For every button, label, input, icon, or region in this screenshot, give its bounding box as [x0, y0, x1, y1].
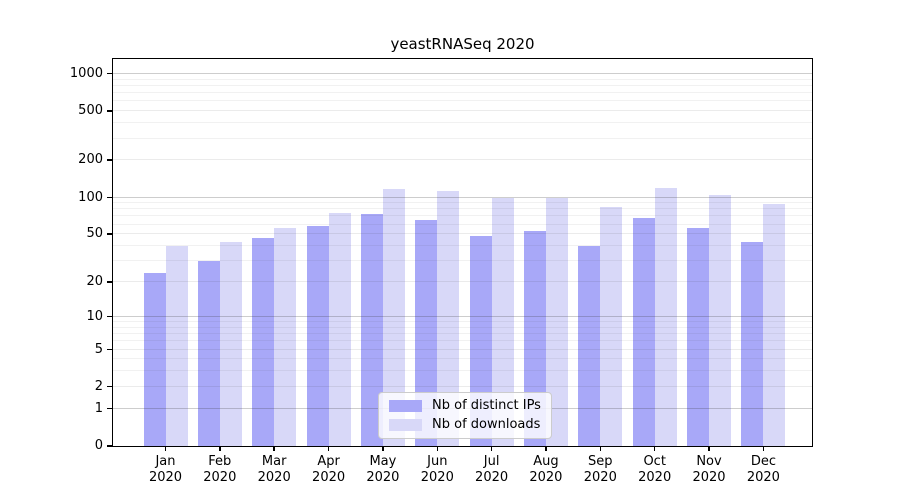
bar-nov-ips [687, 228, 709, 446]
y-tick-mark [107, 445, 113, 447]
y-tick-label: 100 [78, 189, 103, 205]
bar-may-ips [360, 214, 383, 446]
x-tick-mark [273, 446, 275, 451]
bar-apr-ips [306, 226, 329, 446]
y-tick-mark [107, 281, 113, 283]
y-tick-mark [107, 196, 113, 198]
y-tick-mark [107, 159, 113, 161]
x-tick-mark [382, 446, 384, 451]
x-tick-mark [490, 446, 493, 451]
y-tick-mark [107, 110, 113, 112]
legend-label-downloads: Nb of downloads [432, 417, 541, 432]
legend-swatch-downloads-icon [389, 419, 422, 431]
y-tick-label: 1 [94, 400, 103, 416]
y-tick-label: 10 [86, 308, 103, 324]
x-tick-label: Aug 2020 [529, 454, 563, 485]
legend-item-downloads: Nb of downloads [389, 417, 541, 433]
x-tick-mark [219, 446, 221, 451]
y-tick-label: 2 [94, 378, 103, 394]
y-tick-label: 20 [86, 274, 103, 289]
x-tick-label: Mar 2020 [257, 454, 291, 485]
bar-may-downloads [382, 189, 405, 446]
y-tick-mark [107, 233, 113, 235]
bar-jun-downloads [437, 190, 460, 446]
bar-mar-downloads [274, 228, 297, 446]
bar-feb-downloads [219, 242, 242, 446]
x-tick-label: Jan 2020 [148, 454, 183, 485]
x-tick-label: Nov 2020 [692, 454, 726, 485]
x-tick-label: Dec 2020 [746, 454, 780, 485]
y-tick-label: 0 [94, 438, 103, 453]
x-tick-mark [653, 446, 656, 451]
x-tick-mark [545, 446, 547, 451]
x-tick-mark [599, 446, 602, 451]
bar-sep-downloads [600, 206, 623, 446]
x-tick-label: May 2020 [366, 454, 400, 485]
y-tick-label: 500 [78, 103, 103, 119]
bar-dec-ips [741, 242, 764, 446]
y-tick-mark [107, 348, 113, 350]
x-tick-mark [708, 446, 710, 451]
bar-sep-ips [578, 246, 601, 446]
x-tick-mark [762, 446, 765, 451]
y-tick-mark [107, 385, 113, 388]
x-tick-label: Oct 2020 [638, 454, 672, 485]
x-tick-mark [436, 446, 438, 451]
plot-area: 0 1 2 5 10 20 50 100 200 500 1000 Jan 2020 Feb 2020… [70, 58, 813, 485]
y-tick-label: 200 [78, 152, 103, 168]
bar-jul-downloads [491, 197, 514, 446]
bar-oct-ips [632, 218, 655, 446]
bar-oct-downloads [654, 187, 677, 446]
bar-nov-downloads [709, 195, 731, 446]
x-tick-mark [327, 446, 330, 451]
y-tick-label: 1000 [69, 65, 103, 81]
bar-feb-ips [197, 261, 220, 446]
x-tick-label: Jul 2020 [475, 454, 509, 485]
y-tick-mark [107, 407, 113, 410]
x-tick-label: Apr 2020 [312, 454, 346, 485]
legend-swatch-distinct-ips-icon [389, 400, 422, 412]
bars-layer [113, 59, 812, 446]
bar-jan-ips [143, 272, 166, 446]
legend: Nb of distinct IPs Nb of downloads [378, 392, 552, 439]
bar-dec-downloads [763, 204, 786, 446]
bar-mar-ips [252, 237, 275, 446]
y-tick-mark [107, 72, 113, 75]
legend-label-distinct-ips: Nb of distinct IPs [432, 398, 541, 413]
x-tick-label: Jun 2020 [420, 454, 454, 485]
y-tick-label: 50 [86, 226, 103, 242]
y-tick-label: 5 [94, 341, 103, 357]
bar-apr-downloads [328, 212, 351, 446]
y-tick-mark [107, 315, 113, 318]
x-tick-mark [164, 446, 167, 451]
bar-jun-ips [415, 220, 438, 446]
bar-aug-downloads [545, 197, 568, 446]
x-tick-label: Feb 2020 [203, 454, 237, 485]
bar-jan-downloads [165, 246, 188, 446]
x-tick-label: Sep 2020 [583, 454, 617, 485]
legend-item-distinct-ips: Nb of distinct IPs [389, 398, 541, 414]
chart-title: yeastRNASeq 2020 [390, 35, 535, 53]
